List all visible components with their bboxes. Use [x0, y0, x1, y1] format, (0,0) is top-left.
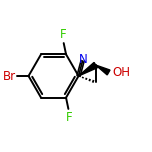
Polygon shape [96, 65, 110, 75]
Text: Br: Br [3, 69, 16, 83]
Text: F: F [65, 111, 72, 124]
Text: F: F [60, 28, 67, 41]
Polygon shape [79, 62, 97, 76]
Text: OH: OH [112, 66, 130, 79]
Text: N: N [79, 53, 88, 66]
